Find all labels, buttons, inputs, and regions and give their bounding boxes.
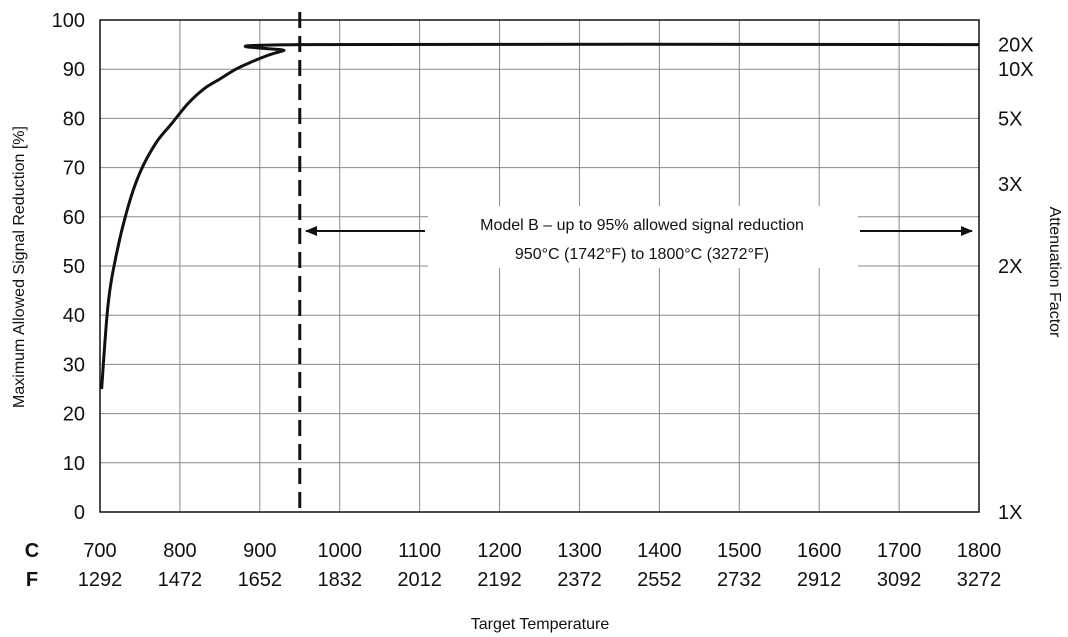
y2-tick-label: 20X — [998, 35, 1034, 57]
x-tick-label-f: 2912 — [797, 569, 842, 591]
x-tick-label-c: 800 — [163, 540, 196, 562]
y2-axis-title: Attenuation Factor — [1046, 207, 1063, 338]
x-tick-label-c: 1200 — [477, 540, 522, 562]
y-tick-label: 10 — [63, 453, 85, 475]
y-tick-label: 30 — [63, 354, 85, 376]
y-tick-label: 0 — [74, 502, 85, 524]
x-tick-label-f: 1832 — [317, 569, 362, 591]
x-tick-label-f: 2012 — [397, 569, 442, 591]
x-tick-label-c: 1600 — [797, 540, 842, 562]
y-tick-label: 60 — [63, 207, 85, 229]
x-tick-label-c: 1000 — [317, 540, 362, 562]
x-tick-label-c: 1500 — [717, 540, 762, 562]
y-axis-title: Maximum Allowed Signal Reduction [%] — [11, 126, 28, 408]
x-tick-label-c: 1100 — [398, 540, 441, 562]
annotation-line-1: Model B – up to 95% allowed signal reduc… — [480, 217, 804, 234]
x-axis-title: Target Temperature — [471, 616, 610, 633]
annotation-line-2: 950°C (1742°F) to 1800°C (3272°F) — [515, 246, 769, 263]
y2-tick-label: 1X — [998, 502, 1022, 524]
x-tick-label-f: 1472 — [158, 569, 203, 591]
y-tick-label: 40 — [63, 305, 85, 327]
x-tick-label-c: 1700 — [877, 540, 922, 562]
x-axis-ticks: 700 1292 800 1472 900 1652 1000 1832 1100 2012 120… — [78, 540, 1002, 591]
y2-tick-label: 5X — [998, 108, 1022, 130]
y-tick-label: 20 — [63, 404, 85, 426]
y2-tick-label: 3X — [998, 174, 1022, 196]
y-tick-label: 80 — [63, 108, 85, 130]
x-tick-label-f: 2552 — [637, 569, 682, 591]
x-tick-label-f: 1292 — [78, 569, 123, 591]
y-tick-label: 50 — [63, 256, 85, 278]
x-tick-label-c: 1300 — [557, 540, 602, 562]
x-tick-label-c: 1800 — [957, 540, 1002, 562]
y2-tick-label: 10X — [998, 59, 1034, 81]
x-tick-label-c: 700 — [83, 540, 116, 562]
x-tick-label-c: 900 — [243, 540, 276, 562]
annotation-background — [428, 206, 858, 268]
y2-tick-label: 2X — [998, 256, 1022, 278]
x-tick-label-f: 1652 — [238, 569, 283, 591]
x-tick-label-f: 3272 — [957, 569, 1002, 591]
y-tick-label: 100 — [52, 10, 85, 32]
plot-frame — [99, 19, 980, 513]
x-tick-label-f: 2732 — [717, 569, 762, 591]
x-tick-label-c: 1400 — [637, 540, 682, 562]
y-tick-label: 90 — [63, 59, 85, 81]
y-axis-ticks: 0 10 20 30 40 50 60 70 80 90 100 — [52, 10, 85, 524]
x-tick-label-f: 3092 — [877, 569, 922, 591]
x-row-label-c: C — [25, 540, 39, 562]
x-tick-label-f: 2372 — [557, 569, 602, 591]
x-tick-label-f: 2192 — [477, 569, 522, 591]
y-tick-label: 70 — [63, 158, 85, 180]
x-row-label-f: F — [26, 569, 38, 591]
